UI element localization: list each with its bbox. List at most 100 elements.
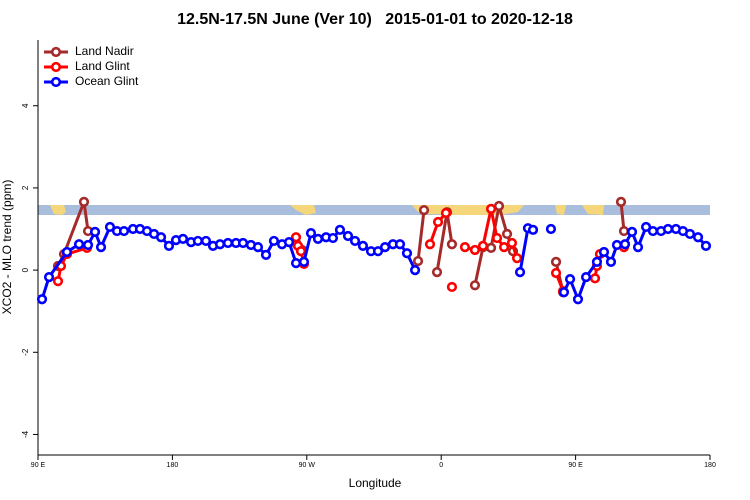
- point: [514, 267, 526, 278]
- point: [412, 255, 424, 267]
- point: [290, 258, 302, 269]
- point: [647, 225, 659, 237]
- point: [580, 271, 592, 283]
- point: [572, 294, 584, 305]
- point: [527, 224, 539, 235]
- point: [177, 233, 189, 244]
- legend-label: Land Nadir: [75, 44, 134, 58]
- point: [379, 241, 391, 253]
- point: [506, 237, 518, 249]
- legend-marker: [50, 46, 62, 58]
- point: [327, 232, 339, 244]
- point: [626, 226, 638, 237]
- point: [477, 240, 489, 251]
- point: [700, 240, 712, 251]
- point: [342, 230, 354, 242]
- y-axis-label: XCO2 - MLO trend (ppm): [0, 180, 14, 315]
- point: [260, 249, 272, 260]
- point: [163, 240, 175, 251]
- point: [469, 244, 481, 256]
- point: [104, 221, 116, 233]
- y-tick-label: -2: [21, 348, 30, 356]
- point: [401, 248, 413, 259]
- point: [440, 207, 452, 219]
- point: [312, 233, 324, 244]
- point: [155, 232, 167, 243]
- point: [591, 256, 603, 267]
- point: [550, 256, 562, 267]
- band: [38, 205, 710, 215]
- point: [611, 239, 623, 251]
- point: [545, 223, 557, 235]
- point: [118, 225, 130, 237]
- legend-label: Land Glint: [75, 59, 130, 73]
- chart-title: 12.5N-17.5N June (Ver 10) 2015-01-01 to …: [177, 11, 573, 28]
- point: [432, 216, 444, 228]
- land-patch: [555, 205, 566, 215]
- point: [43, 271, 55, 283]
- point: [290, 232, 302, 243]
- point: [446, 239, 458, 250]
- point: [252, 241, 264, 253]
- point: [501, 228, 513, 240]
- point: [214, 239, 226, 250]
- point: [564, 274, 576, 285]
- series-line: [58, 209, 624, 291]
- point: [295, 246, 307, 257]
- x-tick-label: 90 E: [31, 462, 46, 469]
- point: [237, 237, 249, 249]
- point: [619, 239, 631, 250]
- point: [394, 239, 406, 250]
- point: [268, 235, 280, 247]
- point: [298, 256, 310, 267]
- legend-marker: [50, 76, 62, 88]
- x-tick-label: 0: [439, 462, 443, 469]
- point: [485, 203, 497, 214]
- point: [446, 281, 458, 293]
- point: [632, 241, 644, 253]
- y-tick-label: 0: [21, 267, 30, 272]
- point: [498, 241, 510, 253]
- point: [95, 241, 107, 253]
- point: [78, 196, 90, 207]
- series-line: [56, 201, 626, 293]
- point: [334, 224, 346, 235]
- y-tick-label: -4: [21, 430, 30, 438]
- land-patch: [582, 205, 604, 215]
- point: [598, 246, 610, 258]
- point: [73, 239, 85, 250]
- point: [61, 246, 73, 258]
- point: [372, 246, 384, 257]
- x-tick-label: 180: [704, 462, 716, 469]
- point: [469, 280, 481, 291]
- point: [424, 239, 436, 250]
- point: [431, 267, 443, 278]
- point: [52, 276, 64, 287]
- point: [662, 223, 674, 235]
- point: [491, 232, 503, 244]
- x-tick-label: 90 E: [568, 462, 583, 469]
- point: [36, 294, 48, 305]
- point: [305, 228, 317, 239]
- point: [89, 226, 101, 237]
- point: [485, 242, 497, 254]
- point: [283, 237, 295, 248]
- point: [493, 200, 505, 212]
- land-mask-band: [38, 205, 710, 215]
- point: [349, 235, 361, 247]
- point: [589, 273, 601, 284]
- point: [357, 240, 369, 251]
- point: [418, 205, 430, 216]
- point: [605, 256, 617, 267]
- point: [192, 235, 204, 247]
- point: [200, 235, 212, 247]
- y-tick-label: 2: [21, 185, 30, 190]
- point: [684, 228, 696, 240]
- point: [222, 237, 234, 249]
- legend-label: Ocean Glint: [75, 74, 139, 88]
- point: [550, 267, 562, 279]
- legend-marker: [50, 61, 62, 73]
- point: [558, 287, 570, 298]
